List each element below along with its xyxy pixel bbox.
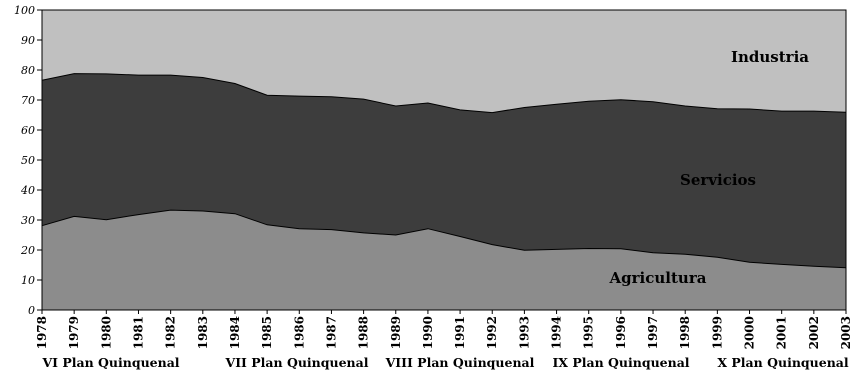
x-tick-label: 2000 xyxy=(743,316,757,349)
x-tick-label: 1991 xyxy=(453,316,467,349)
area-boundary-lines xyxy=(41,73,847,269)
x-tick-label: 1982 xyxy=(164,316,178,349)
y-tick-label: 70 xyxy=(21,94,35,107)
area-servicios xyxy=(42,73,846,268)
x-tick-label: 1983 xyxy=(196,316,210,349)
y-tick-label: 80 xyxy=(21,64,35,77)
x-tick-label: 1987 xyxy=(324,316,338,349)
x-tick-label: 2001 xyxy=(775,316,789,349)
plan-label-vii: VII Plan Quinquenal xyxy=(225,355,369,370)
x-tick-label: 1999 xyxy=(710,316,724,349)
series-label-servicios: Servicios xyxy=(680,171,756,189)
plan-label-viii: VIII Plan Quinquenal xyxy=(385,355,535,370)
y-tick-label: 50 xyxy=(21,154,35,167)
y-tick-label: 0 xyxy=(28,304,35,317)
x-tick-label: 1994 xyxy=(550,316,564,349)
y-tick-label: 60 xyxy=(21,124,35,137)
area-industria xyxy=(42,10,846,113)
x-tick-label: 1981 xyxy=(131,316,145,349)
y-tick-label: 40 xyxy=(20,184,35,197)
x-tick-label: 2002 xyxy=(807,316,821,349)
x-tick-label: 1992 xyxy=(485,316,499,349)
series-label-agricultura: Agricultura xyxy=(609,269,707,287)
x-tick-label: 1984 xyxy=(228,316,242,349)
plan-label-x: X Plan Quinquenal xyxy=(717,355,849,370)
x-tick-label: 1980 xyxy=(99,316,113,349)
y-tick-label: 30 xyxy=(21,214,35,227)
y-tick-label: 100 xyxy=(14,4,35,17)
x-axis: 1978 1979 1980 1981 1982 1983 1984 1985 1986 1987… xyxy=(35,310,853,349)
x-tick-label: 1990 xyxy=(421,316,435,349)
plan-label-vi: VI Plan Quinquenal xyxy=(41,355,179,370)
y-tick-label: 10 xyxy=(21,274,35,287)
y-tick-label: 90 xyxy=(21,34,35,47)
x-tick-label: 1979 xyxy=(67,316,81,349)
x-tick-label: 1978 xyxy=(35,316,49,349)
x-tick-label: 1985 xyxy=(260,316,274,349)
area-layers xyxy=(42,10,846,310)
area-agricultura xyxy=(42,210,846,310)
x-tick-label: 1989 xyxy=(389,316,403,349)
x-tick-label: 1997 xyxy=(646,316,660,349)
boundary-line-servicios xyxy=(41,73,847,114)
y-tick-label: 20 xyxy=(20,244,35,257)
plan-labels: VI Plan Quinquenal VII Plan Quinquenal V… xyxy=(41,355,848,370)
x-tick-label: 1998 xyxy=(678,316,692,349)
x-tick-label: 1988 xyxy=(357,316,371,349)
y-axis: 0 10 20 30 40 50 60 70 80 90 100 xyxy=(14,4,42,317)
x-tick-label: 2003 xyxy=(839,316,853,349)
series-label-industria: Industria xyxy=(731,48,809,66)
x-tick-label: 1996 xyxy=(614,316,628,349)
plan-label-ix: IX Plan Quinquenal xyxy=(552,355,689,370)
boundary-line-agricultura xyxy=(41,209,847,269)
x-tick-label: 1993 xyxy=(517,316,531,349)
x-tick-label: 1986 xyxy=(292,316,306,349)
x-tick-label: 1995 xyxy=(582,316,596,349)
